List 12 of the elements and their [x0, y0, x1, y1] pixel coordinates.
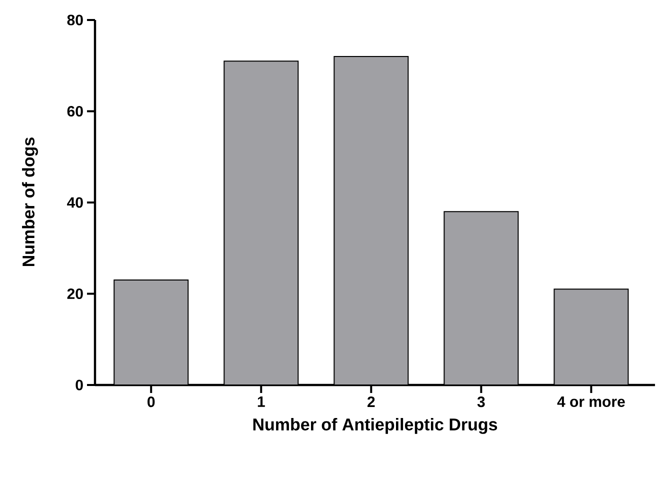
x-tick-label: 1	[258, 396, 265, 407]
x-axis-title: Number of Antiepileptic Drugs	[253, 418, 498, 434]
x-tick-label: 4 or more	[557, 396, 625, 407]
y-tick-label: 40	[67, 197, 83, 208]
y-tick-label: 0	[76, 380, 83, 390]
y-axis-title: Number of dogs	[22, 138, 38, 266]
y-tick-label: 20	[67, 288, 83, 300]
y-tick-label: 80	[67, 14, 83, 26]
x-tick-label: 3	[477, 396, 485, 408]
y-tick-label: 60	[67, 106, 83, 117]
x-tick-label: 0	[148, 396, 155, 408]
x-tick-label: 2	[368, 396, 375, 407]
